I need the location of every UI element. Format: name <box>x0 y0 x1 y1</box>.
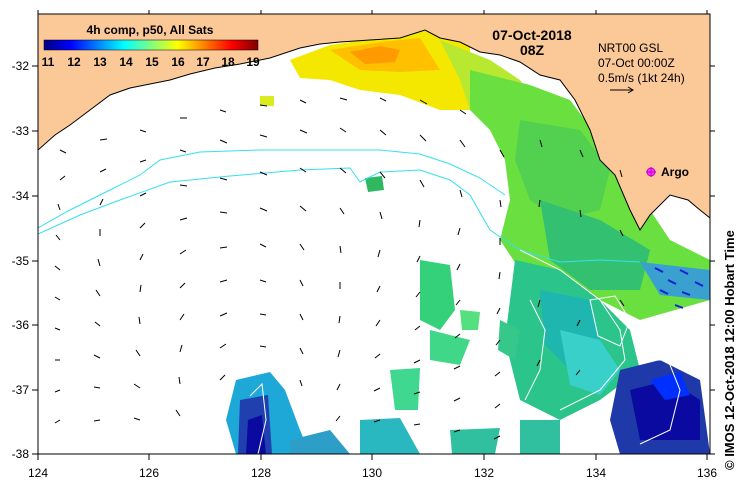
map-time: 08Z <box>520 42 545 58</box>
vector-scale-arrow <box>610 86 634 94</box>
argo-marker: Argo <box>646 165 689 179</box>
y-tick-label: -32 <box>12 59 30 73</box>
model-label: NRT00 GSL <box>598 41 663 55</box>
colorbar-label: 18 <box>221 55 235 69</box>
colorbar-label: 13 <box>93 55 107 69</box>
y-tick-label: -33 <box>12 124 30 138</box>
sst-patches <box>226 30 710 454</box>
axis-ticks <box>32 10 715 460</box>
x-tick-label: 136 <box>697 466 717 480</box>
plot-frame <box>37 13 711 455</box>
colorbar-label: 11 <box>42 55 55 69</box>
colorbar-label: 14 <box>119 55 133 69</box>
y-tick-label: -38 <box>12 447 30 461</box>
colorbar-label: 15 <box>145 55 159 69</box>
colorbar-title: 4h comp, p50, All Sats <box>87 23 214 37</box>
map-date: 07-Oct-2018 <box>492 27 572 43</box>
coastal-current-vectors <box>654 267 704 309</box>
y-tick-label: -34 <box>12 189 30 203</box>
x-tick-label: 126 <box>139 466 159 480</box>
x-tick-label: 128 <box>251 466 271 480</box>
x-axis-labels: 124 126 128 130 132 134 136 <box>28 466 717 480</box>
sst-isotherms <box>249 249 681 454</box>
credit-text: © IMOS 12-Oct-2018 12:00 Hobart Time <box>722 230 737 470</box>
y-tick-label: -35 <box>12 254 30 268</box>
colorbar-gradient <box>43 39 259 51</box>
y-tick-label: -37 <box>12 383 30 397</box>
colorbar: 4h comp, p50, All Sats 11 12 13 14 15 16… <box>42 23 260 69</box>
colorbar-label: 16 <box>171 55 185 69</box>
x-tick-label: 132 <box>474 466 494 480</box>
argo-label: Argo <box>661 165 689 179</box>
y-tick-label: -36 <box>12 318 30 332</box>
model-time: 07-Oct 00:00Z <box>598 56 675 70</box>
x-tick-label: 130 <box>362 466 382 480</box>
x-tick-label: 124 <box>28 466 48 480</box>
colorbar-label: 12 <box>67 55 81 69</box>
current-vectors <box>54 97 625 440</box>
land-australia <box>38 14 710 231</box>
x-tick-label: 134 <box>586 466 606 480</box>
colorbar-label: 19 <box>246 55 260 69</box>
colorbar-label: 17 <box>196 55 210 69</box>
y-axis-labels: -32 -33 -34 -35 -36 -37 -38 <box>12 59 30 461</box>
vector-scale-label: 0.5m/s (1kt 24h) <box>598 71 685 85</box>
